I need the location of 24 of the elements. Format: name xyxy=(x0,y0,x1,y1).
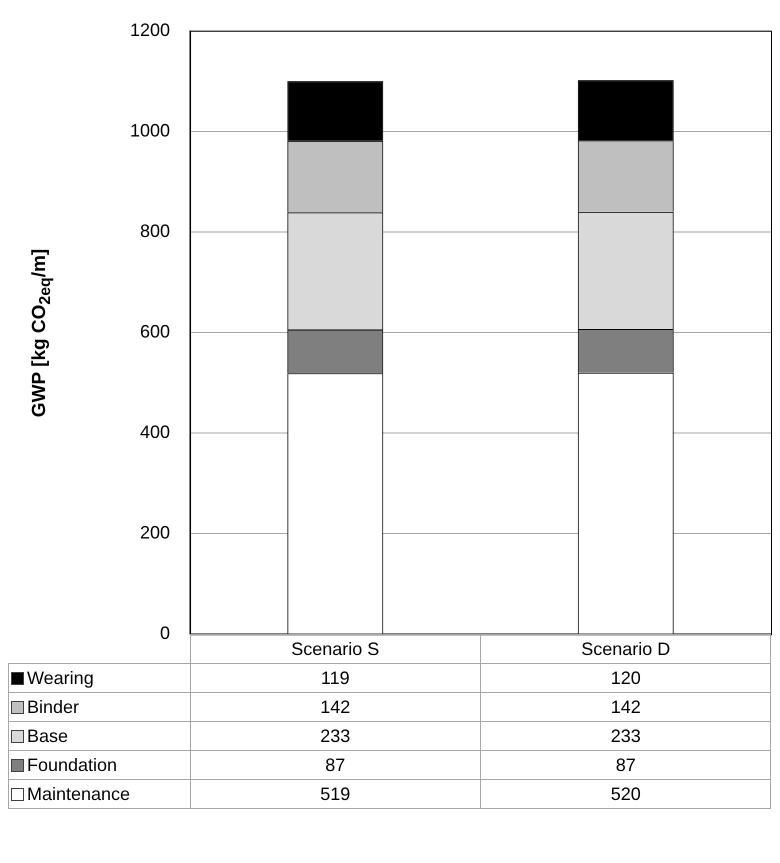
data-label: 142 xyxy=(480,692,771,722)
y-tick-label: 200 xyxy=(140,522,170,543)
data-label: 520 xyxy=(480,780,771,809)
legend-label: Binder xyxy=(8,692,190,722)
y-tick-label: 0 xyxy=(160,623,170,644)
x-tick-label: Scenario S xyxy=(190,634,480,664)
data-label: 87 xyxy=(190,750,480,780)
data-label: 233 xyxy=(190,722,480,751)
data-label: 142 xyxy=(190,692,480,722)
y-tick-label: 400 xyxy=(140,422,170,442)
y-tick-label: 1000 xyxy=(130,120,170,140)
y-tick-label: 800 xyxy=(140,220,170,241)
data-label: 119 xyxy=(190,664,480,693)
legend-label: Maintenance xyxy=(8,780,190,809)
y-tick-label: 1200 xyxy=(130,20,170,40)
x-tick-label: Scenario D xyxy=(480,634,771,664)
y-tick-label: 600 xyxy=(140,321,170,342)
legend-label: Foundation xyxy=(8,750,190,780)
legend-label: Wearing xyxy=(8,664,190,693)
data-label: 120 xyxy=(480,664,771,693)
legend-label: Base xyxy=(8,722,190,751)
data-label: 519 xyxy=(190,780,480,809)
data-label: 233 xyxy=(480,722,771,751)
data-label: 87 xyxy=(480,750,771,780)
